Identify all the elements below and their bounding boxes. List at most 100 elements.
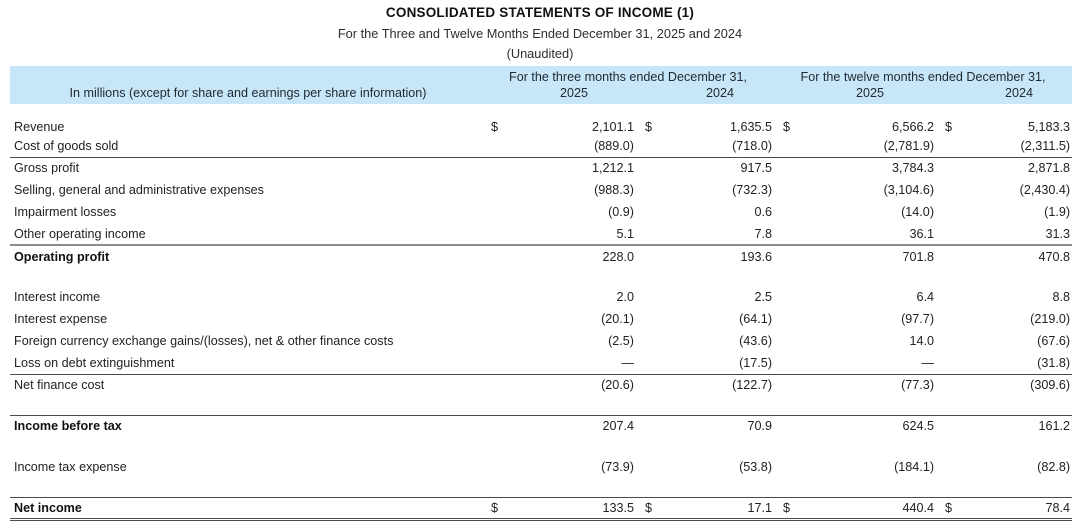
row-label: Income before tax bbox=[14, 419, 122, 434]
row-value bbox=[966, 478, 1073, 498]
income-statement-table: For the three months ended December 31, … bbox=[10, 66, 1073, 521]
currency-symbol bbox=[774, 267, 804, 286]
row-value: (31.8) bbox=[966, 352, 1073, 375]
currency-symbol bbox=[936, 201, 966, 223]
currency-symbol bbox=[482, 437, 512, 456]
row-value: 470.8 bbox=[1038, 249, 1071, 264]
currency-symbol bbox=[636, 330, 666, 352]
row-value: (82.8) bbox=[1037, 460, 1071, 474]
row-value: 5,183.3 bbox=[1028, 120, 1071, 134]
row-value: (97.7) bbox=[901, 312, 935, 326]
header-spacer-cell bbox=[936, 85, 967, 104]
currency-symbol: $ bbox=[774, 497, 805, 521]
row-value: (17.5) bbox=[666, 352, 775, 375]
row-value: (53.8) bbox=[739, 460, 773, 474]
currency-symbol bbox=[774, 286, 804, 308]
currency-symbol bbox=[482, 330, 512, 352]
currency-symbol bbox=[774, 157, 804, 179]
row-value bbox=[804, 478, 937, 498]
row-value: (43.6) bbox=[739, 334, 773, 348]
currency-symbol bbox=[774, 245, 804, 267]
table-row: Cost of goods sold (889.0) (718.0) (2,78… bbox=[10, 135, 1073, 158]
row-label: Income tax expense bbox=[14, 460, 127, 474]
table-row: Interest expense (20.1) (64.1) (97.7) (2… bbox=[10, 308, 1072, 330]
currency-symbol bbox=[936, 437, 966, 456]
unaudited-note: (Unaudited) bbox=[506, 46, 574, 61]
row-label bbox=[10, 396, 482, 416]
currency-symbol: $ bbox=[936, 497, 967, 521]
row-value: 917.5 bbox=[740, 161, 773, 176]
row-value: (889.0) bbox=[512, 135, 636, 158]
currency-symbol bbox=[482, 245, 512, 267]
currency-symbol bbox=[482, 135, 512, 158]
table-row: Revenue $ 2,101.1 $ 1,635.5 $ 6,566.2 $ … bbox=[10, 104, 1072, 135]
currency-symbol bbox=[636, 396, 666, 416]
row-value: (1.9) bbox=[1044, 205, 1071, 219]
row-label: Revenue bbox=[14, 120, 65, 134]
row-value: 440.4 bbox=[804, 497, 937, 521]
row-value: (20.6) bbox=[601, 378, 634, 393]
currency-symbol bbox=[482, 308, 512, 330]
row-label: Net income bbox=[10, 497, 482, 521]
row-label: Operating profit bbox=[14, 249, 110, 264]
row-value: (67.6) bbox=[1037, 334, 1071, 348]
currency-symbol bbox=[774, 308, 804, 330]
table-row: Net income $ 133.5 $ 17.1 $ 440.4 $ 78.4 bbox=[10, 497, 1073, 521]
year-header-12m-2025: 2025 bbox=[804, 85, 937, 104]
currency-symbol bbox=[936, 245, 966, 267]
currency-symbol bbox=[936, 267, 966, 286]
units-note: In millions (except for share and earnin… bbox=[10, 85, 482, 104]
row-value: (77.3) bbox=[901, 378, 935, 393]
row-value: (0.9) bbox=[608, 205, 634, 219]
currency-symbol bbox=[774, 201, 804, 223]
row-value bbox=[966, 396, 1073, 416]
currency-symbol bbox=[774, 374, 804, 396]
row-value bbox=[512, 437, 636, 456]
row-label: Cost of goods sold bbox=[10, 135, 482, 158]
row-value: 78.4 bbox=[966, 497, 1073, 521]
table-row: Foreign currency exchange gains/(losses)… bbox=[10, 330, 1072, 352]
row-value bbox=[966, 267, 1072, 286]
row-value: (184.1) bbox=[894, 460, 935, 474]
currency-symbol bbox=[482, 374, 512, 396]
currency-symbol bbox=[774, 437, 804, 456]
table-row: Income before tax 207.4 70.9 624.5 161.2 bbox=[10, 415, 1072, 437]
table-row: Impairment losses (0.9) 0.6 (14.0) (1.9) bbox=[10, 201, 1072, 223]
spacer-row bbox=[10, 267, 1072, 286]
currency-symbol bbox=[482, 352, 512, 375]
row-value: 5.1 bbox=[512, 223, 636, 246]
currency-symbol bbox=[482, 286, 512, 308]
currency-symbol bbox=[482, 456, 512, 478]
row-value: (718.0) bbox=[666, 135, 775, 158]
row-value: (2,311.5) bbox=[966, 135, 1073, 158]
currency-symbol bbox=[482, 415, 512, 437]
row-label: Loss on debt extinguishment bbox=[10, 352, 482, 375]
currency-symbol: $ bbox=[636, 497, 666, 521]
currency-symbol bbox=[636, 179, 666, 201]
table-row: Operating profit 228.0 193.6 701.8 470.8 bbox=[10, 245, 1072, 267]
row-value bbox=[804, 437, 936, 456]
row-label: Gross profit bbox=[14, 161, 80, 176]
row-value: 161.2 bbox=[1038, 419, 1071, 434]
table-row: Income tax expense (73.9) (53.8) (184.1)… bbox=[10, 456, 1072, 478]
row-value: 2.5 bbox=[754, 290, 773, 304]
spacer-row bbox=[10, 437, 1072, 456]
currency-symbol bbox=[936, 135, 967, 158]
row-value: (64.1) bbox=[739, 312, 773, 326]
row-label bbox=[10, 267, 482, 286]
currency-symbol bbox=[936, 396, 967, 416]
header-spacer-cell bbox=[482, 85, 512, 104]
title-block: CONSOLIDATED STATEMENTS OF INCOME (1) Fo… bbox=[0, 0, 1080, 61]
currency-symbol bbox=[936, 456, 966, 478]
row-value bbox=[666, 267, 774, 286]
currency-symbol bbox=[482, 201, 512, 223]
row-value: 193.6 bbox=[740, 249, 773, 264]
year-header-3m-2025: 2025 bbox=[512, 85, 636, 104]
currency-symbol bbox=[636, 437, 666, 456]
row-value bbox=[666, 396, 775, 416]
currency-symbol: $ bbox=[945, 120, 953, 134]
row-value: 2,101.1 bbox=[591, 120, 634, 134]
row-label: Other operating income bbox=[10, 223, 482, 246]
currency-symbol bbox=[936, 415, 966, 437]
